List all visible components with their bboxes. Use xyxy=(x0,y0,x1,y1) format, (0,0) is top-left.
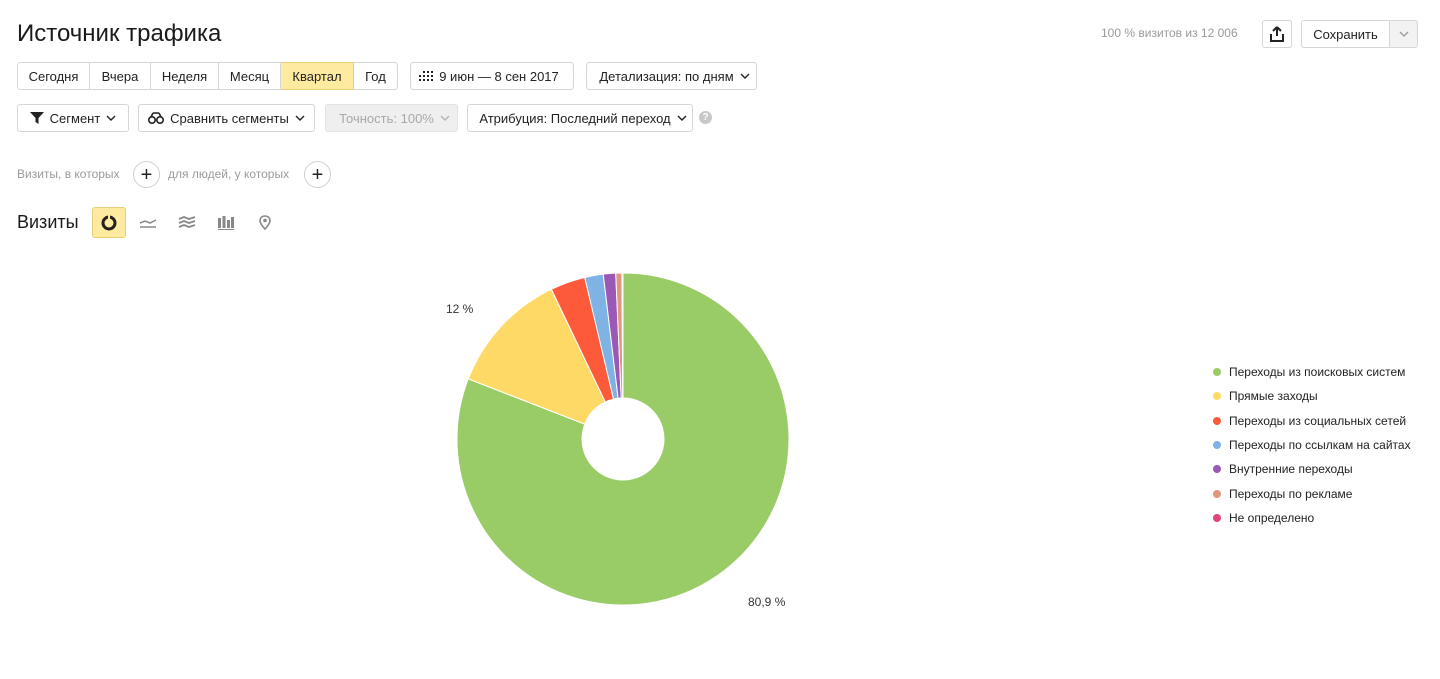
date-range-label: 9 июн — 8 сен 2017 xyxy=(439,68,559,84)
chevron-down-icon xyxy=(440,115,450,121)
pie-slice-7[interactable] xyxy=(621,272,624,399)
attribution-label: Атрибуция: Последний переход xyxy=(479,110,671,126)
accuracy-dropdown: Точность: 100% xyxy=(325,104,458,132)
period-selector: Сегодня Вчера Неделя Месяц Квартал Год xyxy=(17,62,398,90)
legend-label: Переходы из социальных сетей xyxy=(1229,413,1407,428)
period-week-button[interactable]: Неделя xyxy=(151,62,219,90)
export-button[interactable] xyxy=(1262,20,1292,48)
segment-label: Сегмент xyxy=(49,110,101,126)
bar-chart-icon xyxy=(218,215,234,230)
map-icon xyxy=(259,214,271,230)
date-range-button[interactable]: 9 июн — 8 сен 2017 xyxy=(410,62,574,90)
legend-label: Не определено xyxy=(1229,510,1315,525)
compare-label: Сравнить сегменты xyxy=(170,110,289,126)
chevron-down-icon xyxy=(106,115,116,121)
period-year-button[interactable]: Год xyxy=(354,62,398,90)
chart-legend: Переходы из поисковых систем Прямые заход… xyxy=(1213,360,1411,530)
legend-marker xyxy=(1213,416,1221,425)
attribution-dropdown[interactable]: Атрибуция: Последний переход xyxy=(467,104,693,132)
compare-icon xyxy=(148,112,165,124)
legend-item[interactable]: Переходы по ссылкам на сайтах xyxy=(1213,433,1411,457)
period-quarter-button[interactable]: Квартал xyxy=(281,62,354,90)
legend-label: Внутренние переходы xyxy=(1229,462,1353,477)
chevron-down-icon xyxy=(295,115,305,121)
legend-label: Переходы из поисковых систем xyxy=(1229,365,1406,380)
line-chart-icon xyxy=(139,218,157,228)
accuracy-label: Точность: 100% xyxy=(339,110,434,126)
legend-item[interactable]: Переходы из социальных сетей xyxy=(1213,409,1411,433)
chevron-down-icon xyxy=(740,73,750,79)
legend-item[interactable]: Не определено xyxy=(1213,506,1411,530)
plus-icon: + xyxy=(311,163,324,186)
legend-marker xyxy=(1213,489,1221,498)
calendar-icon xyxy=(419,71,434,81)
bar-chart-button[interactable] xyxy=(209,207,243,238)
area-chart-button[interactable] xyxy=(170,207,204,238)
save-button[interactable]: Сохранить xyxy=(1301,20,1390,48)
area-chart-icon xyxy=(178,215,196,228)
slice-label-search: 80,9 % xyxy=(748,595,786,609)
visits-title: Визиты xyxy=(17,212,79,232)
visits-filter-label: Визиты, в которых xyxy=(17,167,120,181)
pie-slice-2[interactable] xyxy=(467,288,606,425)
detail-label: Детализация: по дням xyxy=(599,68,734,84)
pie-chart-icon xyxy=(101,214,117,230)
legend-marker xyxy=(1213,441,1221,450)
add-people-filter-button[interactable]: + xyxy=(304,161,331,188)
line-chart-button[interactable] xyxy=(131,207,165,238)
map-chart-button[interactable] xyxy=(248,207,282,238)
legend-item[interactable]: Переходы из поисковых систем xyxy=(1213,360,1411,384)
legend-label: Переходы по ссылкам на сайтах xyxy=(1229,438,1411,453)
segment-dropdown[interactable]: Сегмент xyxy=(17,104,129,132)
pie-chart xyxy=(456,272,790,606)
page-title: Источник трафика xyxy=(17,20,222,47)
detail-dropdown[interactable]: Детализация: по дням xyxy=(586,62,757,90)
legend-item[interactable]: Прямые заходы xyxy=(1213,384,1411,408)
compare-segments-dropdown[interactable]: Сравнить сегменты xyxy=(138,104,315,132)
legend-marker xyxy=(1213,513,1221,522)
pie-slice-1[interactable] xyxy=(456,272,790,606)
period-today-button[interactable]: Сегодня xyxy=(17,62,90,90)
filter-icon xyxy=(29,112,44,124)
legend-marker xyxy=(1213,465,1221,474)
save-dropdown-button[interactable] xyxy=(1390,20,1418,48)
legend-item[interactable]: Внутренние переходы xyxy=(1213,457,1411,481)
add-visit-filter-button[interactable]: + xyxy=(133,161,160,188)
legend-label: Прямые заходы xyxy=(1229,389,1318,404)
chevron-down-icon xyxy=(677,115,687,121)
pie-chart-button[interactable] xyxy=(92,207,126,238)
plus-icon: + xyxy=(140,163,153,186)
legend-item[interactable]: Переходы по рекламе xyxy=(1213,481,1411,505)
people-filter-label: для людей, у которых xyxy=(168,167,290,181)
period-yesterday-button[interactable]: Вчера xyxy=(90,62,151,90)
period-month-button[interactable]: Месяц xyxy=(219,62,281,90)
export-icon xyxy=(1270,26,1284,42)
legend-marker xyxy=(1213,392,1221,401)
visits-info: 100 % визитов из 12 006 xyxy=(1101,26,1238,40)
chevron-down-icon xyxy=(1399,31,1408,37)
legend-marker xyxy=(1213,368,1221,377)
save-group: Сохранить xyxy=(1301,20,1418,48)
slice-label-direct: 12 % xyxy=(446,302,474,316)
help-icon[interactable]: ? xyxy=(699,111,712,124)
legend-label: Переходы по рекламе xyxy=(1229,486,1353,501)
